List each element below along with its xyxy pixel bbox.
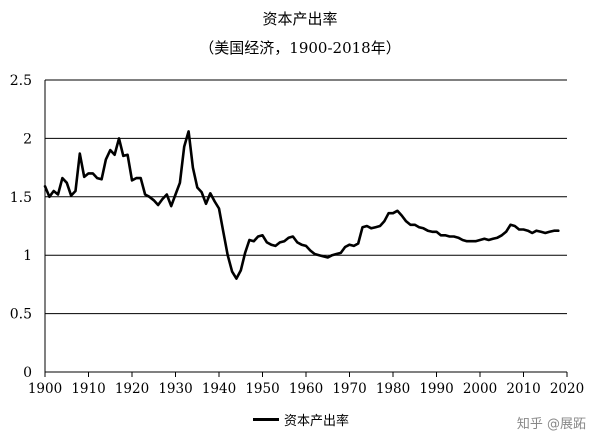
x-tick-label: 1930: [158, 381, 192, 397]
x-tick-label: 1940: [202, 381, 236, 397]
x-tick-label: 1910: [71, 381, 105, 397]
y-tick-label: 0.5: [10, 307, 32, 323]
x-tick-label: 1970: [332, 381, 366, 397]
x-tick-label: 1960: [289, 381, 323, 397]
x-tick-label: 1900: [28, 381, 62, 397]
y-tick-label: 1.5: [10, 190, 32, 206]
x-tick-label: 1990: [419, 381, 453, 397]
y-tick-label: 2.5: [10, 73, 32, 89]
x-tick-label: 2000: [463, 381, 497, 397]
legend-label: 资本产出率: [284, 414, 350, 429]
x-tick-label: 1920: [115, 381, 149, 397]
x-tick-label: 1980: [376, 381, 410, 397]
chart-title: 资本产出率: [262, 10, 338, 28]
y-tick-label: 2: [23, 131, 32, 147]
x-tick-label: 1950: [245, 381, 279, 397]
y-tick-label: 0: [23, 365, 32, 381]
series-line: [43, 130, 560, 280]
y-tick-label: 1: [23, 248, 32, 264]
legend: 资本产出率: [253, 410, 349, 429]
x-tick-label: 2010: [506, 381, 540, 397]
x-tick-label: 2020: [550, 381, 584, 397]
watermark: 知乎 @展跖: [516, 417, 586, 432]
legend-line-swatch: [253, 418, 279, 421]
chart-subtitle: （美国经济，1900-2018年）: [199, 39, 401, 57]
